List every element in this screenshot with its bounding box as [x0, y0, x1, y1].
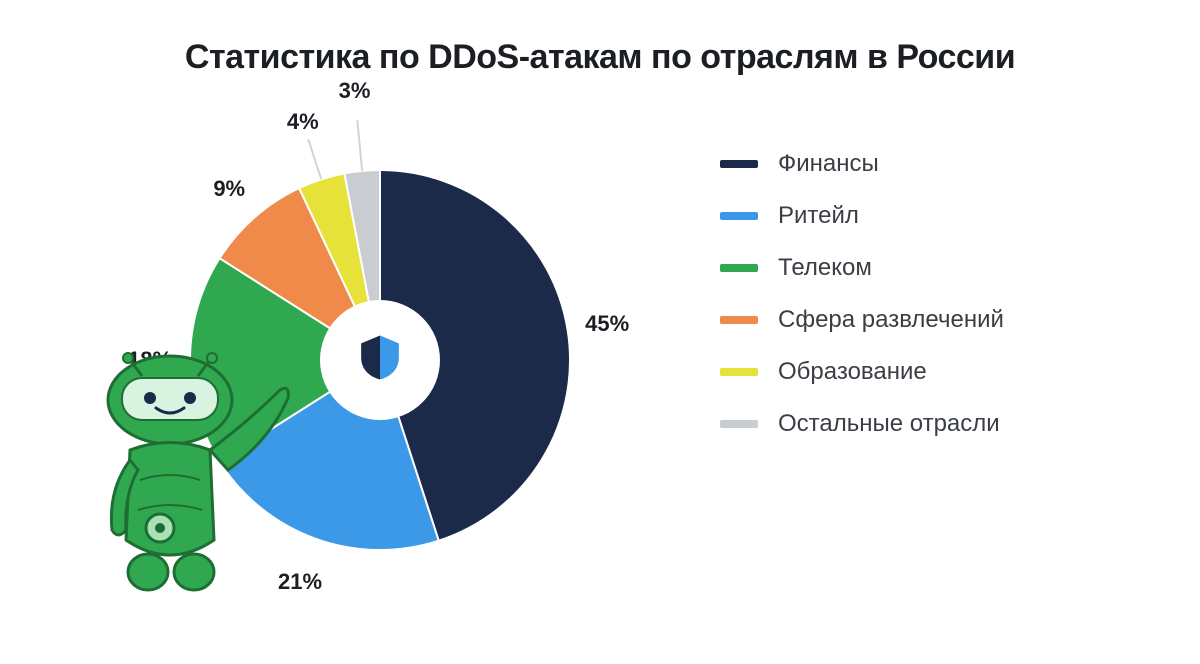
- legend-swatch: [720, 368, 758, 376]
- legend-item: Сфера развлечений: [720, 306, 1004, 334]
- legend-swatch: [720, 212, 758, 220]
- shield-icon: [358, 336, 402, 385]
- legend-item: Финансы: [720, 150, 1004, 178]
- shield-icon-svg: [358, 336, 402, 380]
- legend-item: Остальные отрасли: [720, 410, 1004, 438]
- donut-chart: 45%21%18%9%4%3%: [120, 120, 640, 640]
- legend-swatch: [720, 264, 758, 272]
- legend-label: Остальные отрасли: [778, 410, 1000, 438]
- legend-label: Образование: [778, 358, 927, 386]
- legend-swatch: [720, 420, 758, 428]
- legend-label: Телеком: [778, 254, 872, 282]
- legend: Финансы Ритейл Телеком Сфера развлечений Обр…: [720, 150, 1004, 438]
- legend-item: Телеком: [720, 254, 1004, 282]
- leader-line: [356, 120, 362, 171]
- legend-item: Образование: [720, 358, 1004, 386]
- slice-label: 3%: [339, 78, 371, 104]
- page-title: Статистика по DDoS-атакам по отраслям в …: [0, 38, 1200, 77]
- legend-swatch: [720, 160, 758, 168]
- legend-swatch: [720, 316, 758, 324]
- leader-line: [308, 139, 321, 179]
- slice-label: 4%: [287, 109, 319, 135]
- legend-item: Ритейл: [720, 202, 1004, 230]
- slice-label: 9%: [213, 176, 245, 202]
- legend-label: Ритейл: [778, 202, 859, 230]
- legend-label: Финансы: [778, 150, 879, 178]
- legend-label: Сфера развлечений: [778, 306, 1004, 334]
- slice-label: 18%: [128, 347, 172, 373]
- slice-label: 21%: [278, 569, 322, 595]
- slice-label: 45%: [585, 311, 629, 337]
